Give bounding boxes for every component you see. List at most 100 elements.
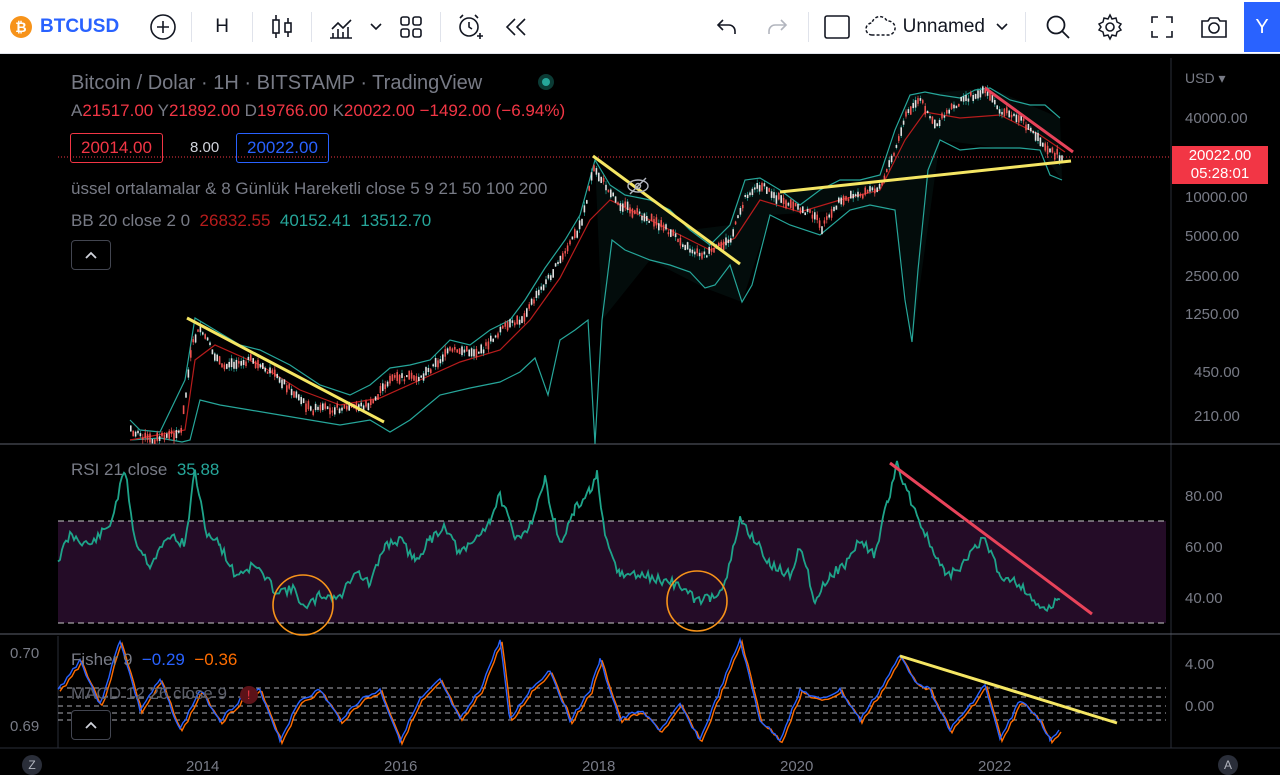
currency-selector[interactable]: USD ▾: [1185, 70, 1226, 86]
candle-body: [725, 237, 727, 246]
candle-body: [770, 191, 773, 198]
candle-body: [334, 407, 336, 415]
templates-button[interactable]: [388, 0, 434, 54]
candle-body: [696, 248, 698, 254]
rsi-tick: 80.00: [1185, 488, 1223, 505]
candle-body: [473, 349, 475, 357]
replay-button[interactable]: [493, 0, 539, 54]
candle-body: [898, 136, 900, 141]
candle-body: [655, 217, 658, 226]
candle-body: [674, 233, 677, 238]
candle-body: [540, 286, 542, 290]
fisher-value: −0.29: [141, 650, 185, 669]
candle-body: [698, 252, 701, 257]
ema-legend[interactable]: üssel ortalamalar & 8 Günlük Hareketli c…: [71, 179, 548, 198]
search-button[interactable]: [1032, 0, 1084, 54]
publish-button[interactable]: Y: [1244, 2, 1280, 52]
layout-toggle-button[interactable]: [815, 0, 859, 54]
top-toolbar: ₿ BTCUSD H Unnamed: [0, 0, 1280, 54]
settings-button[interactable]: [1084, 0, 1136, 54]
timezone-label: Z: [28, 758, 36, 772]
candle-body: [1030, 127, 1032, 132]
candle-body: [614, 196, 617, 203]
candle-body: [941, 113, 943, 119]
macd-legend[interactable]: MACD 12 26 close 9 !: [71, 684, 258, 704]
rsi-legend[interactable]: RSI 21 close 35.88: [71, 460, 219, 480]
candle-body: [518, 319, 521, 325]
redo-button[interactable]: [752, 0, 802, 54]
candle-body: [348, 401, 350, 411]
candle-body: [842, 196, 845, 205]
create-alert-button[interactable]: [447, 0, 493, 54]
candle-body: [211, 349, 214, 355]
candle-body: [230, 358, 233, 368]
candle-body: [629, 207, 631, 214]
candle-body: [926, 110, 929, 114]
candle-body: [979, 90, 982, 98]
candle-body: [924, 106, 926, 115]
interval-label: H: [215, 15, 230, 37]
candles-icon: [272, 14, 292, 38]
candle-body: [1054, 153, 1056, 160]
layout-dropdown[interactable]: [985, 0, 1019, 54]
candle-body: [1058, 155, 1061, 162]
buy-price-button[interactable]: 20022.00: [236, 133, 329, 163]
rsi-band: [58, 521, 1166, 623]
auto-scale-button[interactable]: A: [1218, 755, 1238, 775]
candle-body: [535, 290, 538, 298]
symbol-search-button[interactable]: ₿ BTCUSD: [0, 0, 141, 54]
candle-body: [149, 433, 151, 443]
candle-body: [226, 363, 228, 369]
price-tick: 1250.00: [1185, 306, 1240, 323]
candle-body: [746, 194, 749, 199]
candle-body: [1027, 123, 1030, 130]
candle-body: [948, 109, 950, 114]
bb-legend[interactable]: BB 20 close 2 0 26832.55 40152.41 13512.…: [71, 211, 431, 231]
time-tick: 2016: [384, 758, 418, 775]
candle-body: [514, 322, 516, 326]
candle-body: [581, 218, 583, 226]
candle-body: [706, 255, 708, 258]
bar-countdown: 05:28:01: [1190, 165, 1250, 182]
camera-icon: [1201, 16, 1227, 38]
rsi-circle-1: [272, 574, 334, 636]
candle-body: [624, 201, 626, 208]
indicators-dropdown[interactable]: [364, 0, 388, 54]
chart-title: Bitcoin / Dolar · 1H · BITSTAMP · Tradin…: [71, 72, 483, 94]
candle-body: [830, 209, 833, 218]
candle-body: [929, 116, 931, 119]
candle-body: [658, 223, 660, 231]
collapse-legend-button[interactable]: [71, 240, 111, 270]
candle-body: [1025, 124, 1027, 131]
candle-body: [991, 95, 994, 103]
indicators-button[interactable]: [318, 0, 364, 54]
sell-price-button[interactable]: 20014.00: [70, 133, 163, 163]
collapse-fisher-legend-button[interactable]: [71, 710, 111, 740]
candle-body: [970, 92, 972, 96]
candle-body: [252, 358, 254, 364]
compare-symbol-button[interactable]: [141, 0, 185, 54]
candle-body: [312, 410, 314, 415]
chart-type-button[interactable]: [259, 0, 305, 54]
time-tick: 2022: [978, 758, 1012, 775]
candle-body: [859, 193, 862, 197]
candle-body: [238, 361, 240, 364]
candle-body: [742, 204, 744, 209]
undo-button[interactable]: [702, 0, 752, 54]
candle-body: [1006, 107, 1008, 114]
timezone-button[interactable]: Z: [22, 755, 42, 775]
candle-body: [710, 248, 713, 252]
candle-body: [679, 237, 682, 246]
snapshot-button[interactable]: [1188, 0, 1240, 54]
interval-button[interactable]: H: [198, 0, 246, 54]
candle-body: [240, 360, 242, 366]
fisher-legend[interactable]: Fisher 9 −0.29 −0.36: [71, 650, 237, 670]
layout-name-button[interactable]: Unnamed: [863, 0, 985, 54]
candle-body: [221, 363, 223, 368]
candle-body: [458, 348, 461, 354]
fullscreen-button[interactable]: [1136, 0, 1188, 54]
candle-body: [893, 152, 895, 156]
candle-body: [504, 322, 506, 327]
candle-body: [432, 364, 434, 367]
